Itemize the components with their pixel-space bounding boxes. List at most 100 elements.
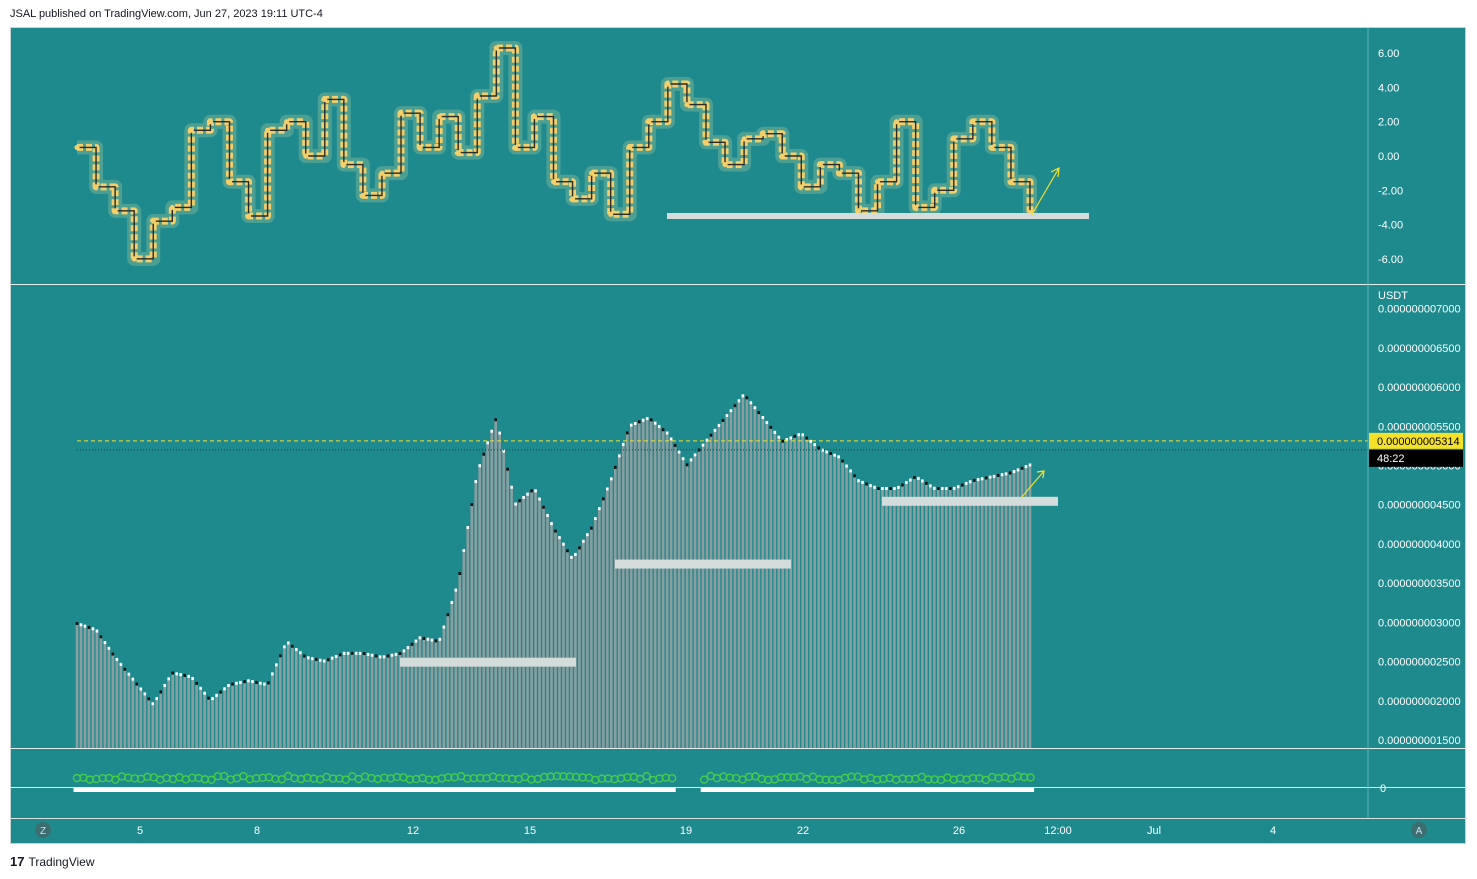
- white-dot: [489, 788, 497, 792]
- oscillator-point: [722, 161, 728, 168]
- price-bar: [91, 629, 95, 748]
- candle-cap: [797, 433, 801, 437]
- price-bar: [283, 647, 286, 748]
- chart-frame[interactable]: 6.00 4.00 2.00 0.00 -2.00 -4.00 -6.00 0.000000…: [10, 27, 1467, 845]
- timezone-button[interactable]: [35, 822, 51, 838]
- auto-scale-button[interactable]: [1411, 822, 1427, 838]
- white-dot: [259, 788, 267, 792]
- price-bar: [243, 682, 246, 748]
- auto-scale-button-label: A: [1416, 826, 1423, 837]
- white-dot: [547, 788, 555, 792]
- price-bar: [366, 654, 370, 748]
- price-bar: [362, 654, 366, 748]
- candle-cap: [147, 697, 151, 701]
- white-dot: [847, 788, 855, 792]
- white-dot: [854, 788, 862, 792]
- candle-cap: [709, 433, 713, 437]
- candle-cap: [378, 655, 382, 659]
- price-bar: [414, 641, 418, 748]
- white-dot: [207, 788, 215, 792]
- price-bar: [334, 656, 338, 748]
- white-dot: [758, 788, 766, 792]
- support-zone-2: [615, 559, 791, 569]
- candle-cap: [462, 549, 466, 553]
- price-tick-label: 0.000000003500: [1378, 578, 1461, 590]
- price-bar: [358, 653, 362, 748]
- candle-cap: [1012, 470, 1016, 474]
- candle-cap: [203, 691, 206, 695]
- price-bar: [657, 426, 661, 748]
- white-dot: [195, 788, 203, 792]
- support-zone-3: [882, 496, 1058, 506]
- price-bar: [195, 683, 198, 748]
- candle-cap: [669, 437, 673, 441]
- white-dot: [636, 788, 644, 792]
- price-tick-label: 0.000000002000: [1378, 696, 1461, 708]
- price-bar: [617, 456, 621, 748]
- chart-canvas[interactable]: 6.00 4.00 2.00 0.00 -2.00 -4.00 -6.00 0.000000…: [11, 28, 1467, 845]
- oscillator-point: [798, 184, 804, 190]
- green-dot: [1026, 773, 1035, 782]
- time-tick-label: 4: [1270, 825, 1276, 837]
- candle-cap: [298, 651, 302, 655]
- price-bar: [526, 494, 529, 748]
- candle-cap: [992, 474, 996, 478]
- candle-cap: [773, 430, 777, 434]
- price-bar: [287, 643, 290, 748]
- price-bar: [259, 683, 262, 748]
- price-bar: [956, 487, 960, 748]
- oscillator-panel: 6.00 4.00 2.00 0.00 -2.00 -4.00 -6.00: [74, 41, 1403, 266]
- price-bar: [382, 657, 386, 748]
- price-bar: [418, 638, 422, 748]
- candle-cap: [526, 492, 529, 496]
- candle-cap: [562, 542, 565, 546]
- white-dot: [297, 788, 305, 792]
- candle-cap: [123, 667, 127, 671]
- price-bar: [741, 396, 745, 748]
- candle-cap: [645, 417, 649, 421]
- candle-cap: [310, 657, 314, 661]
- white-dot: [771, 788, 779, 792]
- price-bar: [681, 459, 685, 748]
- price-bar: [271, 674, 274, 748]
- price-bar: [685, 465, 689, 748]
- candle-cap: [370, 653, 374, 657]
- countdown-tag: [1369, 449, 1463, 467]
- price-bar: [346, 653, 350, 748]
- candle-cap: [422, 636, 426, 640]
- candle-cap: [590, 526, 593, 530]
- white-dot: [943, 788, 951, 792]
- price-bar: [151, 704, 155, 748]
- candle-cap: [845, 464, 848, 468]
- price-bar: [402, 651, 406, 748]
- candle-cap: [151, 702, 155, 706]
- white-dot: [937, 788, 945, 792]
- price-bar: [167, 679, 171, 748]
- candle-cap: [689, 458, 693, 462]
- price-bar: [522, 497, 525, 748]
- price-bar: [330, 658, 334, 748]
- candle-cap: [578, 546, 581, 550]
- price-bar: [235, 683, 238, 748]
- price-bar: [705, 440, 709, 748]
- white-dot: [534, 788, 542, 792]
- white-dot: [643, 788, 651, 792]
- price-bar: [765, 422, 769, 748]
- price-bar: [450, 602, 454, 748]
- price-bar: [781, 441, 785, 748]
- tradingview-logo[interactable]: 17 TradingView: [10, 854, 95, 869]
- price-bar: [95, 631, 99, 748]
- price-bar: [606, 489, 609, 748]
- oscillator-point: [74, 144, 80, 151]
- candle-cap: [984, 476, 988, 480]
- price-bar: [598, 509, 601, 748]
- price-bar: [306, 658, 310, 748]
- white-dot: [220, 788, 228, 792]
- price-bar: [913, 478, 916, 748]
- candle-cap: [251, 680, 254, 684]
- price-bar: [578, 548, 581, 748]
- candle-cap: [753, 406, 757, 410]
- candle-cap: [95, 629, 99, 633]
- candle-cap: [454, 588, 458, 592]
- candle-cap: [295, 648, 298, 652]
